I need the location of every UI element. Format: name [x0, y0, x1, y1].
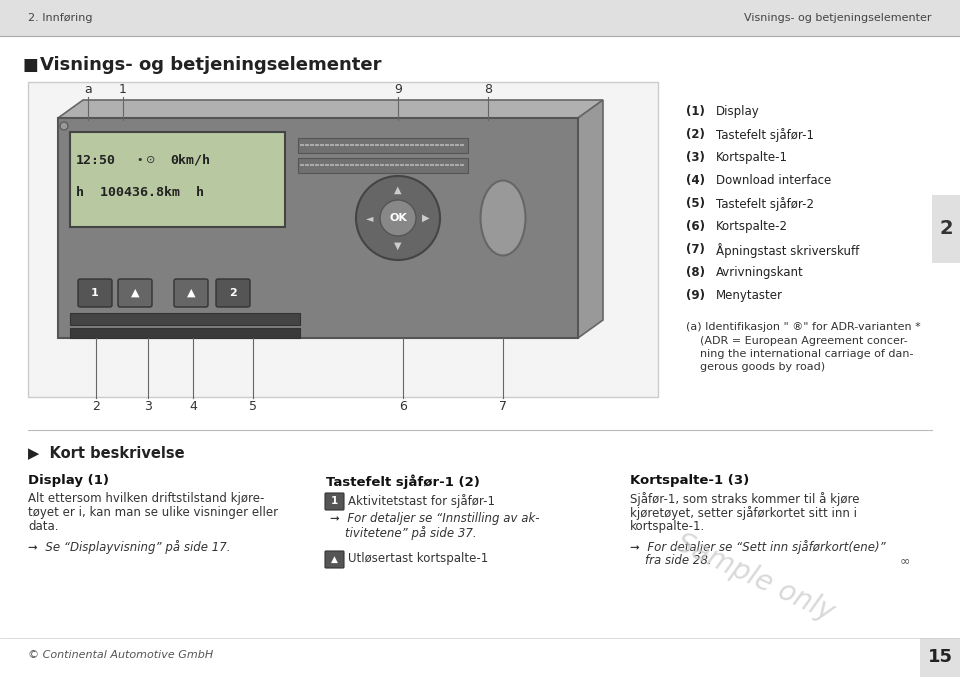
Text: Visnings- og betjeningselementer: Visnings- og betjeningselementer — [40, 56, 381, 74]
FancyBboxPatch shape — [325, 551, 344, 568]
Text: kjøretøyet, setter sjåførkortet sitt inn i: kjøretøyet, setter sjåførkortet sitt inn… — [630, 506, 857, 520]
Text: Tastefelt sjåfør-2: Tastefelt sjåfør-2 — [716, 197, 814, 211]
Text: 4: 4 — [189, 400, 197, 413]
Text: 3: 3 — [144, 400, 152, 413]
Text: (2): (2) — [686, 128, 705, 141]
Text: ⊙: ⊙ — [146, 155, 156, 165]
Circle shape — [60, 122, 68, 130]
Text: Avrivningskant: Avrivningskant — [716, 266, 804, 279]
Text: 8: 8 — [484, 83, 492, 96]
Circle shape — [380, 200, 416, 236]
Text: Tastefelt sjåfør-1: Tastefelt sjåfør-1 — [716, 128, 814, 142]
Text: Display: Display — [716, 105, 759, 118]
Text: 5: 5 — [249, 400, 257, 413]
Text: gerous goods by road): gerous goods by road) — [700, 362, 826, 372]
Bar — [0, 0, 960, 36]
Text: data.: data. — [28, 520, 59, 533]
Text: (7): (7) — [686, 243, 705, 256]
FancyBboxPatch shape — [174, 279, 208, 307]
Text: (6): (6) — [686, 220, 705, 233]
Text: ■: ■ — [22, 56, 37, 74]
Bar — [28, 82, 658, 397]
Text: (3): (3) — [686, 151, 705, 164]
Circle shape — [356, 176, 440, 260]
Text: © Continental Automotive GmbH: © Continental Automotive GmbH — [28, 650, 213, 660]
Text: 1: 1 — [331, 496, 338, 506]
Text: ∞: ∞ — [900, 554, 910, 567]
Polygon shape — [58, 100, 603, 118]
FancyBboxPatch shape — [118, 279, 152, 307]
Text: 2: 2 — [229, 288, 237, 298]
Text: Kortspalte-1: Kortspalte-1 — [716, 151, 788, 164]
Text: Aktivitetstast for sjåfør-1: Aktivitetstast for sjåfør-1 — [348, 494, 495, 508]
Bar — [70, 313, 300, 325]
FancyBboxPatch shape — [216, 279, 250, 307]
Text: Utløsertast kortspalte-1: Utløsertast kortspalte-1 — [348, 552, 489, 565]
Text: ➞  Se “Displayvisning” på side 17.: ➞ Se “Displayvisning” på side 17. — [28, 540, 230, 554]
Text: 2: 2 — [92, 400, 100, 413]
Bar — [70, 328, 300, 338]
Text: ▲: ▲ — [395, 185, 401, 195]
Text: Download interface: Download interface — [716, 174, 831, 187]
Bar — [58, 118, 578, 338]
Text: Alt ettersom hvilken driftstilstand kjøre-: Alt ettersom hvilken driftstilstand kjør… — [28, 492, 264, 505]
Text: (a) Identifikasjon " ®" for ADR-varianten *: (a) Identifikasjon " ®" for ADR-variante… — [686, 322, 921, 332]
Text: (1): (1) — [686, 105, 705, 118]
Bar — [920, 638, 960, 677]
Text: ▲: ▲ — [187, 288, 195, 298]
Text: •: • — [136, 155, 142, 165]
Text: a: a — [84, 83, 92, 96]
Text: kortspalte-1.: kortspalte-1. — [630, 520, 706, 533]
Text: (8): (8) — [686, 266, 705, 279]
Text: tøyet er i, kan man se ulike visninger eller: tøyet er i, kan man se ulike visninger e… — [28, 506, 278, 519]
Text: Tastefelt sjåfør-1 (2): Tastefelt sjåfør-1 (2) — [326, 474, 480, 489]
Text: (4): (4) — [686, 174, 705, 187]
Text: ning the international carriage of dan-: ning the international carriage of dan- — [700, 349, 914, 359]
Text: 12:50: 12:50 — [76, 154, 116, 167]
Text: ➞  For detaljer se “Innstilling av ak-: ➞ For detaljer se “Innstilling av ak- — [330, 512, 540, 525]
Text: ▲: ▲ — [131, 288, 139, 298]
Text: ▶: ▶ — [422, 213, 430, 223]
Text: ▶  Kort beskrivelse: ▶ Kort beskrivelse — [28, 445, 184, 460]
Bar — [70, 132, 285, 227]
Text: 6: 6 — [399, 400, 407, 413]
Bar — [932, 195, 960, 263]
Text: ◄: ◄ — [367, 213, 373, 223]
Text: (ADR = European Agreement concer-: (ADR = European Agreement concer- — [700, 336, 908, 346]
Text: Menytaster: Menytaster — [716, 289, 783, 302]
Text: (9): (9) — [686, 289, 705, 302]
Text: Sjåfør-1, som straks kommer til å kjøre: Sjåfør-1, som straks kommer til å kjøre — [630, 492, 859, 506]
Bar — [298, 158, 468, 173]
FancyBboxPatch shape — [325, 493, 344, 510]
Text: ➞  For detaljer se “Sett inn sjåførkort(ene)”: ➞ For detaljer se “Sett inn sjåførkort(e… — [630, 540, 886, 554]
Text: 9: 9 — [394, 83, 402, 96]
Text: OK: OK — [389, 213, 407, 223]
Text: (5): (5) — [686, 197, 705, 210]
Bar — [298, 138, 468, 153]
Text: h  100436.8km  h: h 100436.8km h — [76, 185, 204, 198]
Text: Kortspalte-2: Kortspalte-2 — [716, 220, 788, 233]
Text: 1: 1 — [91, 288, 99, 298]
Text: ▲: ▲ — [331, 555, 338, 564]
Text: 0km/h: 0km/h — [170, 154, 210, 167]
Text: Display (1): Display (1) — [28, 474, 109, 487]
Text: Åpningstast skriverskuff: Åpningstast skriverskuff — [716, 243, 859, 258]
Text: Visnings- og betjeningselementer: Visnings- og betjeningselementer — [745, 13, 932, 23]
Text: 2. Innføring: 2. Innføring — [28, 13, 92, 23]
Text: tivitetene” på side 37.: tivitetene” på side 37. — [330, 526, 476, 540]
Text: ▼: ▼ — [395, 241, 401, 251]
Text: 7: 7 — [499, 400, 507, 413]
Text: 1: 1 — [119, 83, 127, 96]
FancyBboxPatch shape — [78, 279, 112, 307]
Text: 15: 15 — [927, 648, 952, 666]
Text: Kortspalte-1 (3): Kortspalte-1 (3) — [630, 474, 749, 487]
Polygon shape — [578, 100, 603, 338]
Ellipse shape — [481, 181, 525, 255]
Text: Sample only: Sample only — [671, 529, 839, 627]
Text: 2: 2 — [939, 219, 953, 238]
Text: fra side 28.: fra side 28. — [630, 554, 711, 567]
